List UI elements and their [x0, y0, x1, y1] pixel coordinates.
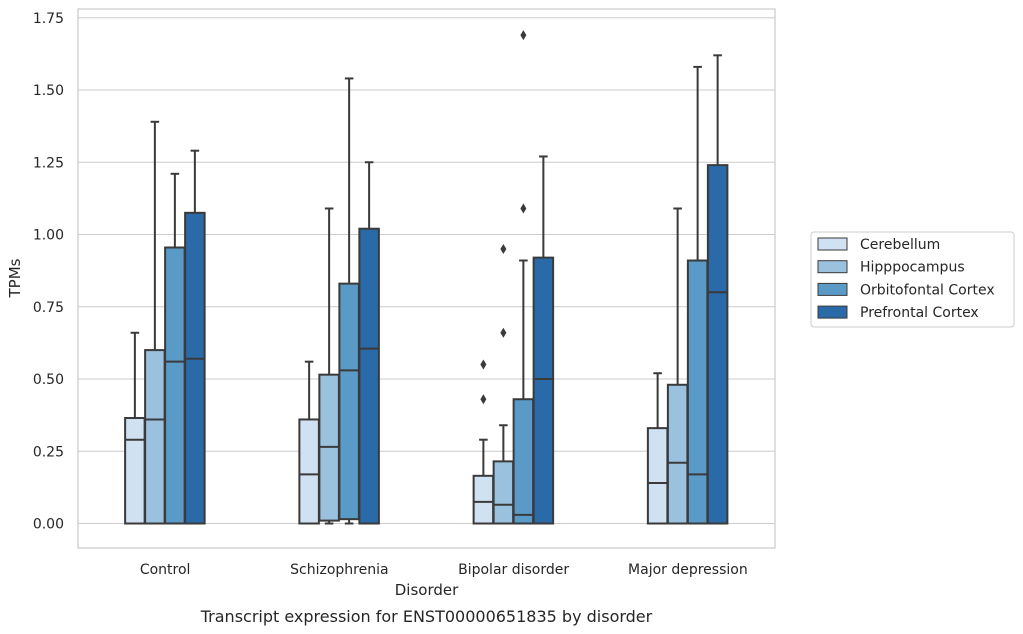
x-tick-label: Schizophrenia	[290, 562, 388, 578]
x-tick-label: Bipolar disorder	[458, 562, 569, 578]
outlier-point	[500, 243, 507, 254]
legend-label: Orbitofontal Cortex	[860, 282, 995, 298]
box-cerebellum	[298, 360, 320, 525]
legend-label: Prefrontal Cortex	[860, 305, 979, 321]
legend-label: Cerebellum	[860, 237, 940, 253]
box-iqr	[472, 474, 495, 525]
box-iqr	[144, 349, 166, 525]
legend-label: Hipppocampus	[860, 260, 965, 276]
box-prefrontal-cortex	[184, 149, 206, 525]
outlier-point	[480, 359, 487, 370]
box-prefrontal-cortex	[358, 161, 380, 525]
box-iqr	[646, 427, 669, 525]
chart-caption: Transcript expression for ENST0000065183…	[200, 607, 653, 626]
boxes	[124, 30, 729, 525]
y-tick-label: 1.75	[33, 11, 64, 27]
legend-swatch	[817, 237, 848, 251]
y-tick-label: 1.50	[33, 83, 64, 99]
box-prefrontal-cortex	[532, 155, 555, 525]
box-iqr	[492, 460, 515, 525]
y-tick-label: 0.00	[33, 517, 64, 533]
y-tick-label: 1.25	[33, 155, 64, 171]
box-iqr	[686, 259, 709, 525]
box-cerebellum	[124, 331, 146, 525]
legend-item: Hipppocampus	[817, 260, 965, 276]
y-tick-label: 1.00	[33, 228, 64, 244]
y-tick-label: 0.25	[33, 444, 64, 460]
plot-frame	[77, 8, 776, 549]
legend-swatch	[817, 260, 848, 274]
x-tick-label: Major depression	[628, 562, 748, 578]
box-iqr	[124, 417, 146, 525]
box-iqr	[706, 164, 729, 525]
box-hipppocampus	[492, 243, 515, 525]
box-iqr	[338, 282, 360, 521]
y-axis-label: TPMs	[6, 258, 24, 298]
outlier-point	[500, 327, 507, 338]
box-orbitofontal-cortex	[686, 65, 709, 525]
legend-frame	[810, 231, 1015, 328]
legend: Cerebellum Hipppocampus Orbitofontal Corte…	[810, 231, 1015, 328]
x-tick-label: Control	[140, 562, 191, 578]
legend-item: Prefrontal Cortex	[817, 305, 979, 321]
box-iqr	[184, 211, 206, 525]
outlier-point	[520, 30, 527, 41]
y-tick-label: 0.50	[33, 372, 64, 388]
box-iqr	[358, 227, 380, 525]
box-iqr	[666, 383, 689, 525]
box-iqr	[512, 398, 535, 525]
legend-item: Orbitofontal Cortex	[817, 282, 995, 298]
outlier-point	[520, 203, 527, 214]
x-tick-labels: Control Schizophrenia Bipolar disorder Majo…	[140, 562, 748, 578]
x-axis-label: Disorder	[395, 581, 459, 599]
box-iqr	[164, 246, 186, 525]
legend-item: Cerebellum	[817, 237, 940, 253]
box-iqr	[532, 256, 555, 525]
y-tick-label: 0.75	[33, 300, 64, 316]
outlier-point	[480, 394, 487, 405]
box-cerebellum	[472, 359, 495, 525]
legend-swatch	[817, 282, 848, 296]
box-iqr	[298, 418, 320, 525]
box-prefrontal-cortex	[706, 54, 729, 525]
legend-swatch	[817, 305, 848, 319]
y-tick-labels: 0.00 0.25 0.50 0.75 1.00 1.25 1.50 1.75	[33, 11, 64, 533]
